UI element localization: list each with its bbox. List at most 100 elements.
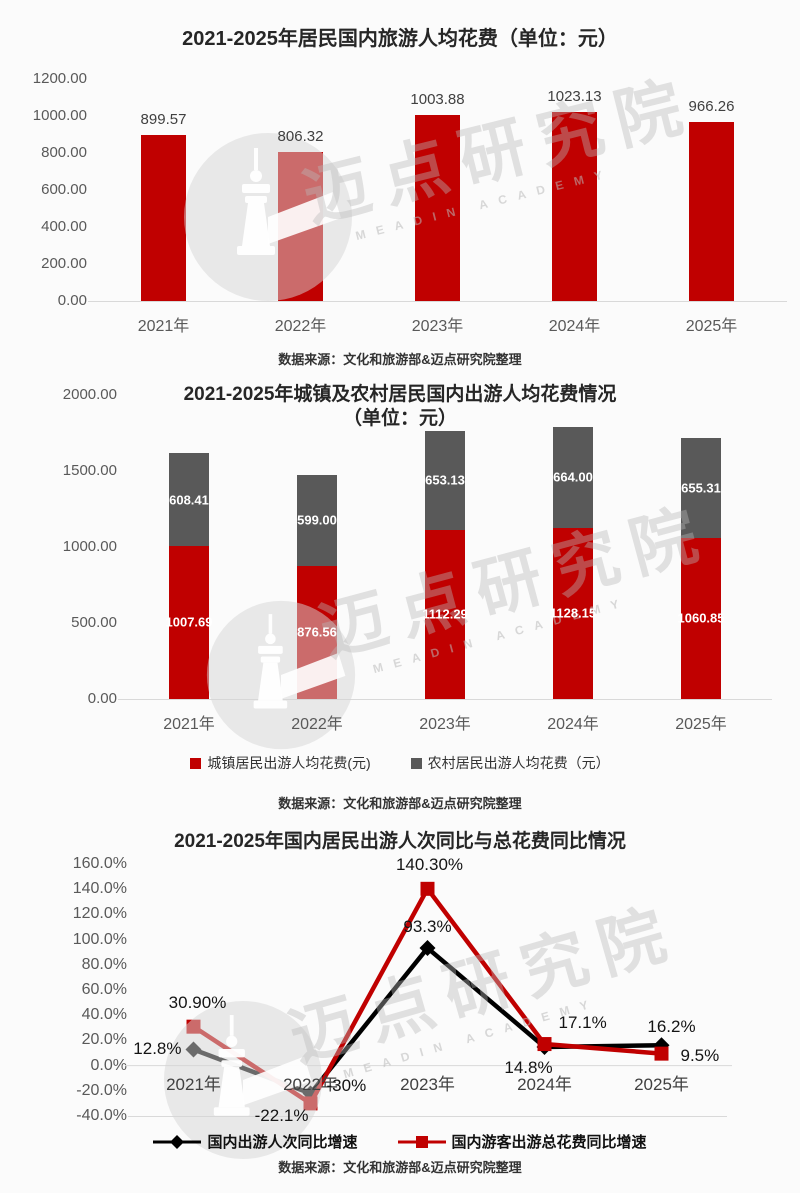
y-axis-tick-label: 40.0% xyxy=(81,1006,127,1024)
legend-label-rural: 农村居民出游人均花费（元） xyxy=(427,755,610,771)
point-value-label: -22.1% xyxy=(254,1106,309,1126)
chart2-legend: 城镇居民出游人均花费(元) 农村居民出游人均花费（元） xyxy=(0,753,800,773)
stacked-bar-segment xyxy=(553,527,593,699)
chart2-source-note: 数据来源：文化和旅游部&迈点研究院整理 xyxy=(278,796,522,811)
x-axis-label: 2022年 xyxy=(291,716,343,733)
bar-value-label: 806.32 xyxy=(277,127,324,145)
bar-value-label: 966.26 xyxy=(688,98,735,116)
y-axis-tick-label: 1500.00 xyxy=(62,462,117,479)
bar-2022年 xyxy=(278,151,323,301)
square-marker xyxy=(420,881,435,896)
stacked-bar-segment xyxy=(425,430,465,530)
legend-item-trips: 国内出游人次同比增速 xyxy=(153,1131,358,1152)
x-axis-label: 2022年 xyxy=(274,318,327,335)
y-axis-tick-label: 1200.00 xyxy=(32,70,87,87)
legend-label-urban: 城镇居民出游人均花费(元) xyxy=(207,755,371,771)
watermark-text: 迈点研究院 MEADIN ACADEMY xyxy=(296,67,706,253)
watermark-en: MEADIN ACADEMY xyxy=(354,165,615,244)
chart3-legend: 国内出游人次同比增速 国内游客出游总花费同比增速 xyxy=(0,1131,800,1152)
rural-swatch xyxy=(410,757,422,769)
watermark-cn: 迈点研究院 xyxy=(312,494,719,670)
y-axis-tick-label: 0.0% xyxy=(90,1056,127,1074)
legend-label-trips: 国内出游人次同比增速 xyxy=(207,1134,358,1151)
x-axis-label: 2021年 xyxy=(163,716,215,733)
y-axis-tick-label: 200.00 xyxy=(41,255,87,272)
stacked-bar-segment xyxy=(425,529,465,699)
x-axis-label: 2023年 xyxy=(411,318,464,335)
point-value-label: -30% xyxy=(326,1076,367,1096)
chart3-title: 2021-2025年国内居民出游人次同比与总花费同比情况 xyxy=(174,831,626,852)
segment-value-label: 599.00 xyxy=(297,512,337,528)
segment-value-label: 1007.69 xyxy=(165,614,213,630)
x-axis-label: 2024年 xyxy=(548,318,601,335)
chart2-title: 2021-2025年城镇及农村居民国内出游人均花费情况 xyxy=(183,384,617,405)
x-axis-label: 2024年 xyxy=(547,716,599,733)
point-value-label: 17.1% xyxy=(558,1013,607,1033)
meadin-logo-watermark xyxy=(184,133,352,301)
bar-value-label: 1023.13 xyxy=(547,87,602,105)
x-axis-label: 2021年 xyxy=(137,318,190,335)
watermark-en: MEADIN ACADEMY xyxy=(371,594,631,677)
line-chart-canvas xyxy=(125,881,732,1111)
y-axis-tick-label: 160.0% xyxy=(72,855,127,872)
stacked-bar-segment xyxy=(169,545,209,699)
y-axis-tick-label: 400.00 xyxy=(41,218,87,235)
y-axis-tick-label: 140.0% xyxy=(72,880,127,898)
bar-2021年 xyxy=(141,134,186,301)
point-value-label: 12.8% xyxy=(133,1039,182,1059)
point-value-label: 14.8% xyxy=(504,1057,553,1077)
chart3-source-note: 数据来源：文化和旅游部&迈点研究院整理 xyxy=(278,1160,522,1175)
square-marker xyxy=(537,1037,552,1052)
point-value-label: 140.30% xyxy=(395,854,464,874)
point-value-label: 16.2% xyxy=(647,1017,696,1037)
bar-2025年 xyxy=(689,122,734,301)
y-axis-tick-label: -20.0% xyxy=(76,1081,127,1099)
stacked-bar-segment xyxy=(297,474,337,566)
y-axis-tick-label: 60.0% xyxy=(81,981,127,998)
diamond-marker xyxy=(185,1041,202,1058)
x-axis-label: 2023年 xyxy=(419,716,471,733)
legend-item-spending: 国内游客出游总花费同比增速 xyxy=(397,1131,647,1152)
y-axis-tick-label: 1000.00 xyxy=(32,107,87,124)
urban-swatch xyxy=(190,757,202,769)
bar-value-label: 899.57 xyxy=(140,110,187,128)
y-axis-tick-label: 20.0% xyxy=(81,1031,127,1049)
x-axis-line xyxy=(88,301,787,302)
segment-value-label: 1112.29 xyxy=(422,606,468,622)
x-axis-label: 2023年 xyxy=(400,1075,455,1094)
y-axis-tick-label: 100.0% xyxy=(72,930,127,948)
red-line-square-marker xyxy=(397,1135,446,1148)
bar-2024年 xyxy=(552,111,597,301)
y-axis-tick-label: 1000.00 xyxy=(62,538,117,555)
x-axis-line xyxy=(118,699,772,700)
y-axis-tick-label: -40.0% xyxy=(76,1107,127,1124)
legend-item-rural: 农村居民出游人均花费（元） xyxy=(410,753,610,773)
legend-item-urban: 城镇居民出游人均花费(元) xyxy=(190,753,371,773)
y-axis-tick-label: 0.00 xyxy=(57,292,87,309)
bar-2023年 xyxy=(415,115,460,301)
segment-value-label: 664.00 xyxy=(553,469,593,485)
bar-value-label: 1003.88 xyxy=(410,91,465,109)
x-axis-label: 2025年 xyxy=(685,318,738,335)
chart2-subtitle: （单位：元） xyxy=(342,408,457,429)
x-axis-label: 2025年 xyxy=(634,1075,689,1094)
legend-label-spending: 国内游客出游总花费同比增速 xyxy=(451,1134,647,1151)
chart1-title: 2021-2025年居民国内旅游人均花费（单位：元） xyxy=(182,28,618,50)
segment-value-label: 876.56 xyxy=(297,624,337,640)
stacked-bar-segment xyxy=(553,426,593,528)
stacked-bar-segment xyxy=(681,537,721,699)
point-value-label: 30.90% xyxy=(168,992,227,1012)
y-axis-tick-label: 80.0% xyxy=(81,955,127,973)
y-axis-tick-label: 120.0% xyxy=(72,905,127,923)
x-axis-label: 2025年 xyxy=(675,716,727,733)
y-axis-tick-label: 800.00 xyxy=(41,144,87,161)
y-axis-tick-label: 2000.00 xyxy=(62,386,117,403)
segment-value-label: 653.13 xyxy=(425,472,465,488)
stacked-bar-segment xyxy=(681,438,721,538)
square-marker xyxy=(654,1046,669,1061)
point-value-label: 93.3% xyxy=(403,917,452,937)
x-axis-line xyxy=(128,1116,727,1117)
stacked-bar-segment xyxy=(169,453,209,546)
y-axis-tick-label: 600.00 xyxy=(41,181,87,198)
